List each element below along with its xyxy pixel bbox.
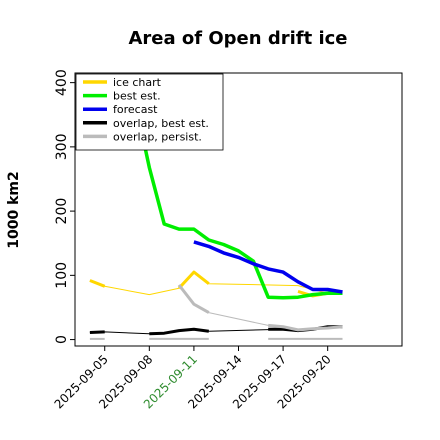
legend-label-3: forecast xyxy=(113,103,158,116)
y-tick-label-300: 300 xyxy=(54,134,70,161)
x-axis: 2025-09-052025-09-082025-09-112025-09-14… xyxy=(52,346,334,411)
series-best-est-line xyxy=(127,132,343,300)
y-tick-label-0: 0 xyxy=(54,335,70,344)
chart-title: Area of Open drift ice xyxy=(128,28,347,49)
y-tick-label-100: 100 xyxy=(54,262,70,289)
series-ice-chart-segment-2 xyxy=(177,270,210,290)
series-overlap-persist-segment-2 xyxy=(268,323,343,332)
legend-label-4: overlap, best est. xyxy=(113,117,209,130)
series-forecast-line xyxy=(193,240,343,294)
y-tick-label-200: 200 xyxy=(54,198,70,225)
legend-label-5: overlap, persist. xyxy=(113,130,202,143)
y-axis-label: 1000 km2 xyxy=(6,171,22,248)
series-overlap-best-est-segment-1 xyxy=(89,330,105,334)
plot-frame xyxy=(74,72,403,347)
series-overlap-best-est-segment-2 xyxy=(149,327,209,336)
legend-label-1: ice chart xyxy=(113,76,162,89)
series-ice-chart-segment-1 xyxy=(89,279,106,288)
series-overlap-persist-thin-line xyxy=(178,284,343,331)
y-axis: 0 100 200 300 400 xyxy=(54,69,75,344)
y-tick-label-400: 400 xyxy=(54,69,70,96)
legend-label-2: best est. xyxy=(113,90,161,103)
series-overlap-persist-segment-1 xyxy=(177,284,210,314)
plot-area xyxy=(89,132,343,340)
